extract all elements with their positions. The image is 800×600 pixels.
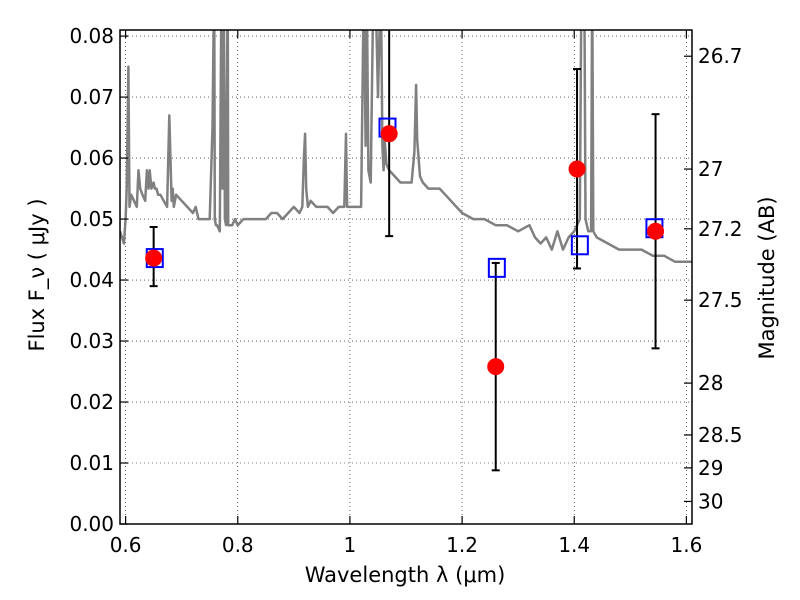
x-axis-title: Wavelength λ (μm) — [305, 563, 506, 587]
data-point — [487, 358, 505, 376]
data-point — [568, 160, 586, 178]
x-tick-label: 0.6 — [110, 533, 142, 557]
right-tick-label: 27 — [698, 157, 723, 181]
observed-flux-points — [145, 125, 665, 376]
y-tick-label: 0.07 — [69, 85, 114, 109]
y-tick-label: 0.02 — [69, 390, 114, 414]
y-tick-label: 0.06 — [69, 146, 114, 170]
right-tick-label: 27.5 — [698, 288, 743, 312]
plot-frame — [119, 29, 693, 525]
right-tick-label: 27.2 — [698, 217, 743, 241]
x-tick-label: 1 — [344, 533, 357, 557]
square-marker — [570, 235, 589, 256]
x-tick-label: 0.8 — [222, 533, 254, 557]
data-point — [647, 222, 665, 240]
x-tick-label: 1.4 — [558, 533, 590, 557]
x-tick-label: 1.6 — [670, 533, 702, 557]
right-axis-title: Magnitude (AB) — [755, 196, 779, 359]
grid — [120, 30, 692, 525]
y-tick-label: 0.08 — [69, 24, 114, 48]
spectrum-line — [120, 30, 692, 264]
x-tick-label: 1.2 — [446, 533, 478, 557]
data-point — [380, 125, 398, 143]
y-axis-title: Flux F_ν ( μJy ) — [25, 198, 50, 351]
data-point — [145, 249, 163, 267]
y-tick-label: 0.05 — [69, 207, 114, 231]
y-tick-label: 0.03 — [69, 329, 114, 353]
right-tick-label: 28.5 — [698, 423, 743, 447]
square-marker — [487, 257, 506, 278]
right-tick-label: 29 — [698, 456, 723, 480]
y-axis-ticks: 0.00 0.01 0.02 0.03 0.04 0.05 0.06 0.07 0.08 — [69, 24, 128, 536]
right-tick-label: 28 — [698, 371, 723, 395]
right-axis-ticks: 26.7 27 27.2 27.5 28 28.5 29 30 — [684, 44, 743, 513]
right-tick-label: 30 — [698, 489, 723, 513]
x-axis-ticks: 0.6 0.8 1 1.2 1.4 1.6 — [110, 30, 702, 557]
right-tick-label: 26.7 — [698, 44, 743, 68]
y-tick-label: 0.04 — [69, 268, 114, 292]
y-tick-label: 0.00 — [69, 512, 114, 536]
y-tick-label: 0.01 — [69, 451, 114, 475]
model-spectrum — [120, 30, 692, 264]
